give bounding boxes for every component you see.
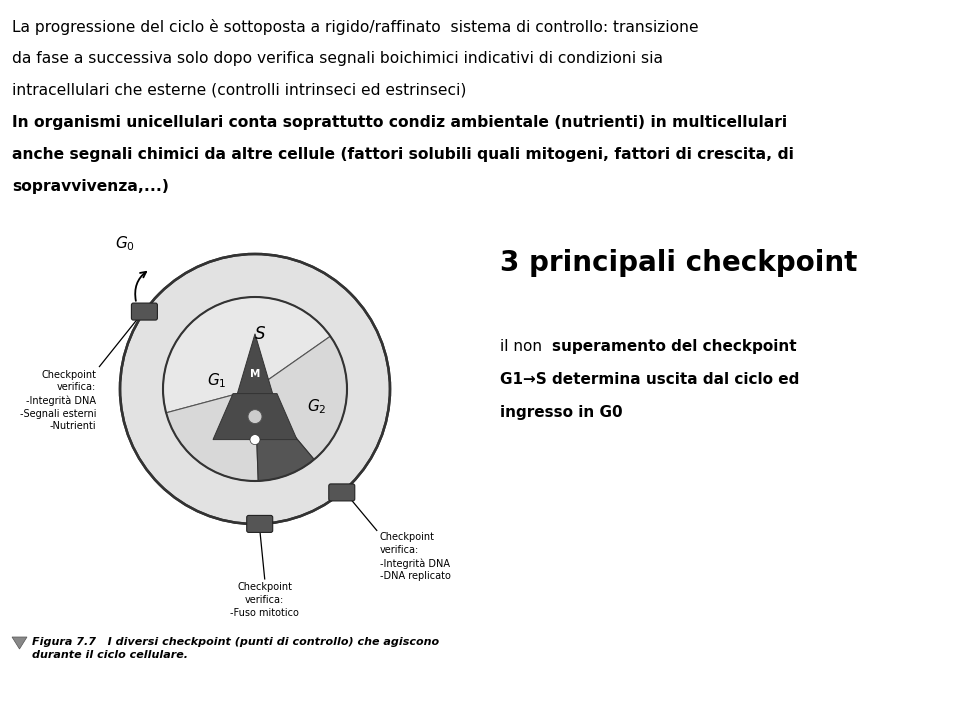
Text: M: M <box>250 369 260 379</box>
Wedge shape <box>163 297 330 413</box>
Text: In organismi unicellulari conta soprattutto condiz ambientale (nutrienti) in mul: In organismi unicellulari conta soprattu… <box>12 115 787 130</box>
FancyBboxPatch shape <box>247 515 273 532</box>
Polygon shape <box>236 334 274 398</box>
Text: Checkpoint
verifica:
-Integrità DNA
-Segnali esterni
-Nutrienti: Checkpoint verifica: -Integrità DNA -Seg… <box>20 370 96 432</box>
Text: da fase a successiva solo dopo verifica segnali boichimici indicativi di condizi: da fase a successiva solo dopo verifica … <box>12 51 663 66</box>
Text: $G_2$: $G_2$ <box>307 398 326 416</box>
Text: $G_0$: $G_0$ <box>115 234 135 253</box>
Circle shape <box>248 410 262 424</box>
FancyBboxPatch shape <box>328 484 355 501</box>
Circle shape <box>163 297 347 481</box>
Text: $G_1$: $G_1$ <box>207 372 227 390</box>
Text: anche segnali chimici da altre cellule (fattori solubili quali mitogeni, fattori: anche segnali chimici da altre cellule (… <box>12 147 794 162</box>
Text: il non: il non <box>500 339 547 354</box>
Text: G1→S determina uscita dal ciclo ed: G1→S determina uscita dal ciclo ed <box>500 372 800 387</box>
Polygon shape <box>213 394 297 439</box>
Polygon shape <box>12 637 27 649</box>
Wedge shape <box>255 337 347 460</box>
Text: La progressione del ciclo è sottoposta a rigido/raffinato  sistema di controllo:: La progressione del ciclo è sottoposta a… <box>12 19 699 35</box>
Text: S: S <box>254 325 265 343</box>
Wedge shape <box>166 389 258 481</box>
FancyBboxPatch shape <box>132 303 157 320</box>
Text: intracellulari che esterne (controlli intrinseci ed estrinseci): intracellulari che esterne (controlli in… <box>12 83 467 98</box>
Text: 3 principali checkpoint: 3 principali checkpoint <box>500 249 857 277</box>
Text: Figura 7.7   I diversi checkpoint (punti di controllo) che agiscono
durante il c: Figura 7.7 I diversi checkpoint (punti d… <box>32 637 439 660</box>
Text: superamento del checkpoint: superamento del checkpoint <box>552 339 797 354</box>
Circle shape <box>120 254 390 524</box>
Text: ingresso in G0: ingresso in G0 <box>500 405 623 420</box>
Circle shape <box>250 434 260 445</box>
Text: Checkpoint
verifica:
-Integrità DNA
-DNA replicato: Checkpoint verifica: -Integrità DNA -DNA… <box>380 532 450 582</box>
Wedge shape <box>255 389 314 481</box>
Text: Checkpoint
verifica:
-Fuso mitotico: Checkpoint verifica: -Fuso mitotico <box>230 582 300 617</box>
Text: sopravvivenza,...): sopravvivenza,...) <box>12 179 169 194</box>
